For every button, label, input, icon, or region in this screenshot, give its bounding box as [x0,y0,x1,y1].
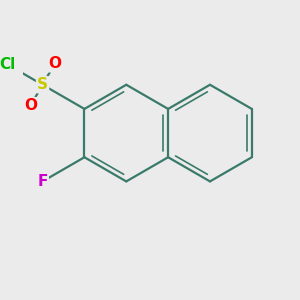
Text: O: O [24,98,37,113]
Text: Cl: Cl [0,57,15,72]
Text: S: S [37,77,48,92]
Text: O: O [48,56,61,71]
Text: F: F [38,174,48,189]
